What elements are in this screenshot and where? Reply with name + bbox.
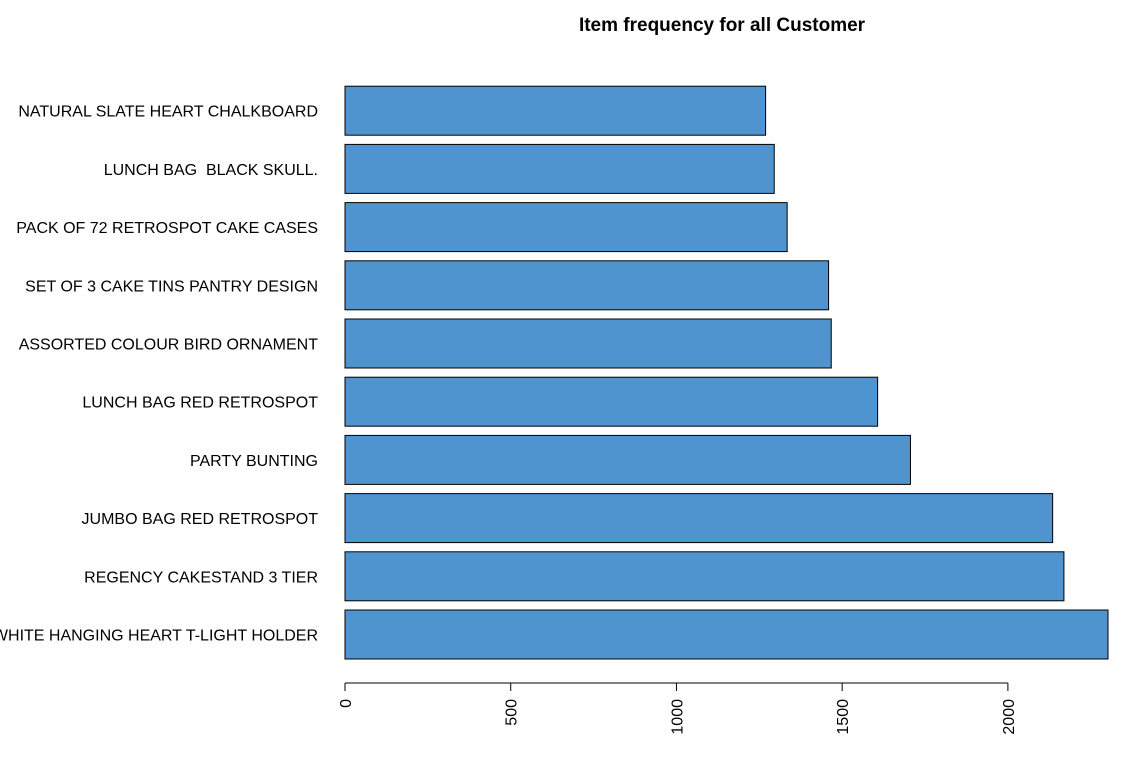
bar bbox=[344, 551, 1065, 602]
bar bbox=[344, 376, 879, 427]
x-tick-label: 1500 bbox=[835, 699, 852, 735]
category-label: JUMBO BAG RED RETROSPOT bbox=[82, 511, 319, 528]
bar bbox=[344, 609, 1109, 660]
x-tick-label: 0 bbox=[338, 699, 355, 708]
category-label: NATURAL SLATE HEART CHALKBOARD bbox=[18, 104, 318, 121]
category-label: LUNCH BAG RED RETROSPOT bbox=[82, 395, 318, 412]
bar bbox=[344, 85, 767, 136]
category-label: WHITE HANGING HEART T-LIGHT HOLDER bbox=[0, 628, 318, 645]
category-labels-group: WHITE HANGING HEART T-LIGHT HOLDER REGENC… bbox=[0, 104, 318, 645]
bar bbox=[344, 318, 832, 369]
bar bbox=[344, 260, 830, 311]
bar bbox=[344, 143, 775, 194]
category-label: PACK OF 72 RETROSPOT CAKE CASES bbox=[16, 220, 318, 237]
x-axis: 0 500 1000 1500 2000 bbox=[338, 682, 1018, 735]
category-label: ASSORTED COLOUR BIRD ORNAMENT bbox=[19, 337, 319, 354]
bar bbox=[344, 493, 1054, 544]
bars-group bbox=[344, 85, 1109, 660]
category-label: REGENCY CAKESTAND 3 TIER bbox=[84, 569, 318, 586]
category-label: PARTY BUNTING bbox=[190, 453, 318, 470]
x-tick-label: 1000 bbox=[669, 699, 686, 735]
x-tick-label: 2000 bbox=[1001, 699, 1018, 735]
x-tick-label: 500 bbox=[504, 699, 521, 726]
bar bbox=[344, 202, 788, 253]
chart-title: Item frequency for all Customer bbox=[579, 15, 866, 36]
bar bbox=[344, 434, 911, 485]
category-label: SET OF 3 CAKE TINS PANTRY DESIGN bbox=[25, 278, 318, 295]
category-label: LUNCH BAG BLACK SKULL. bbox=[104, 162, 318, 179]
